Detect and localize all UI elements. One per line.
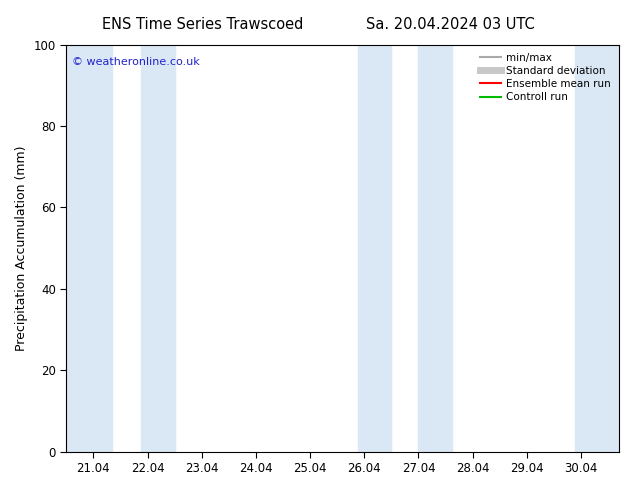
Y-axis label: Precipitation Accumulation (mm): Precipitation Accumulation (mm) — [15, 146, 28, 351]
Text: Sa. 20.04.2024 03 UTC: Sa. 20.04.2024 03 UTC — [366, 17, 534, 32]
Bar — [66, 45, 112, 452]
Text: ENS Time Series Trawscoed: ENS Time Series Trawscoed — [102, 17, 304, 32]
Bar — [358, 45, 391, 452]
Bar — [141, 45, 174, 452]
Bar — [418, 45, 452, 452]
Legend: min/max, Standard deviation, Ensemble mean run, Controll run: min/max, Standard deviation, Ensemble me… — [477, 49, 614, 105]
Bar — [574, 45, 619, 452]
Text: © weatheronline.co.uk: © weatheronline.co.uk — [72, 57, 200, 67]
